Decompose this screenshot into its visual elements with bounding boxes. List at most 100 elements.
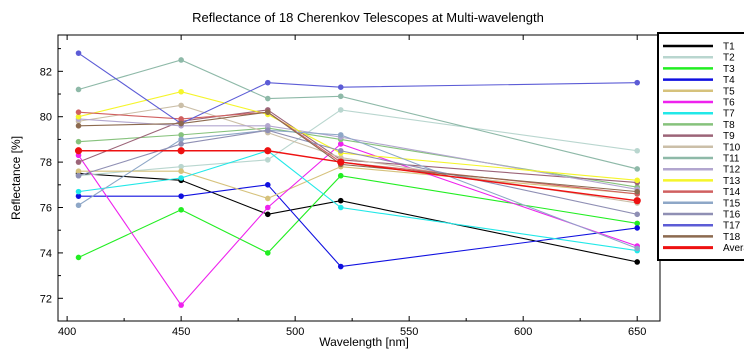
data-point xyxy=(337,132,344,138)
data-point xyxy=(75,159,82,165)
y-tick-label: 80 xyxy=(40,112,52,124)
y-axis-label: Reflectance [%] xyxy=(9,136,23,220)
legend-label: T3 xyxy=(723,64,735,75)
plot-layer xyxy=(74,50,641,308)
legend-label: T11 xyxy=(723,154,740,165)
legend-label: T2 xyxy=(723,53,735,64)
data-point xyxy=(634,225,640,231)
data-point xyxy=(337,158,345,166)
data-point xyxy=(264,250,271,256)
data-point xyxy=(75,109,82,115)
legend-label: T5 xyxy=(723,86,735,97)
data-point xyxy=(634,147,640,154)
data-point xyxy=(337,93,344,100)
data-point xyxy=(337,84,344,91)
legend-label: T4 xyxy=(723,75,735,86)
data-point xyxy=(75,202,82,209)
data-point xyxy=(177,147,185,155)
legend-label: T9 xyxy=(723,131,735,142)
legend-label: Average xyxy=(723,243,744,254)
series-line xyxy=(78,52,638,125)
data-point xyxy=(264,147,272,155)
data-point xyxy=(264,204,271,211)
x-axis-label: Wavelength [nm] xyxy=(319,335,409,349)
data-point xyxy=(75,254,82,261)
series-line xyxy=(78,166,638,200)
data-point xyxy=(264,182,271,188)
series-line xyxy=(78,59,638,170)
x-tick-label: 500 xyxy=(286,326,304,338)
legend-label: T16 xyxy=(723,210,741,221)
legend-label: T8 xyxy=(723,120,735,131)
legend: T1T2T3T4T5T6T7T8T9T10T11T12T13T14T15T16T… xyxy=(657,32,744,261)
data-point xyxy=(264,157,271,163)
data-point xyxy=(264,195,271,202)
data-point xyxy=(337,141,344,147)
y-tick-label: 72 xyxy=(40,293,52,305)
legend-label: T13 xyxy=(723,176,741,187)
y-tick-label: 74 xyxy=(40,248,52,260)
x-tick-label: 450 xyxy=(172,326,190,338)
legend-label: T12 xyxy=(723,165,741,176)
data-point xyxy=(75,168,82,174)
data-point xyxy=(178,136,184,143)
chart-title: Reflectance of 18 Cherenkov Telescopes a… xyxy=(192,10,544,25)
data-point xyxy=(634,211,640,218)
data-point xyxy=(75,188,82,195)
data-point xyxy=(634,188,640,195)
data-point xyxy=(75,193,82,199)
y-tick-label: 76 xyxy=(40,203,52,215)
data-point xyxy=(264,95,271,102)
data-point xyxy=(178,302,184,308)
data-point xyxy=(178,102,184,109)
legend-label: T7 xyxy=(723,109,735,120)
data-point xyxy=(178,120,184,127)
data-point xyxy=(634,220,640,227)
data-point xyxy=(337,263,344,270)
data-point xyxy=(75,122,82,129)
data-point xyxy=(74,147,83,155)
data-point xyxy=(178,163,184,170)
x-tick-label: 400 xyxy=(58,326,76,338)
legend-label: T14 xyxy=(723,187,741,198)
data-point xyxy=(634,259,640,265)
data-point xyxy=(337,172,344,179)
data-point xyxy=(264,122,271,129)
tick-layer: 400 450 500 550 600 650 72 74 76 78 80 82 xyxy=(40,35,646,338)
data-point xyxy=(178,193,184,199)
legend-label: T15 xyxy=(723,198,741,209)
data-point xyxy=(633,197,641,205)
data-point xyxy=(178,206,184,213)
data-point xyxy=(75,172,82,179)
data-point xyxy=(264,79,271,86)
y-tick-label: 82 xyxy=(40,66,52,78)
x-tick-label: 550 xyxy=(400,326,418,338)
legend-label: T18 xyxy=(723,232,741,243)
data-point xyxy=(634,245,640,252)
data-point xyxy=(634,177,640,184)
legend-label: T17 xyxy=(723,221,741,232)
data-point xyxy=(75,86,82,93)
y-tick-label: 78 xyxy=(40,157,52,169)
data-point xyxy=(337,107,344,113)
data-point xyxy=(178,88,184,95)
legend-label: T10 xyxy=(723,142,741,153)
data-point xyxy=(264,109,271,115)
data-point xyxy=(337,204,344,211)
data-point xyxy=(337,197,344,204)
data-point xyxy=(75,138,82,145)
legend-label: T1 xyxy=(723,42,735,53)
data-point xyxy=(264,127,271,134)
data-point xyxy=(178,116,184,122)
data-point xyxy=(634,79,640,86)
data-point xyxy=(178,175,184,181)
data-point xyxy=(634,166,640,172)
legend-label: T6 xyxy=(723,98,735,109)
series-line xyxy=(78,184,638,268)
data-point xyxy=(178,132,184,138)
data-point xyxy=(178,57,184,63)
data-point xyxy=(178,168,184,174)
data-point xyxy=(264,211,271,218)
x-tick-label: 600 xyxy=(514,326,532,338)
